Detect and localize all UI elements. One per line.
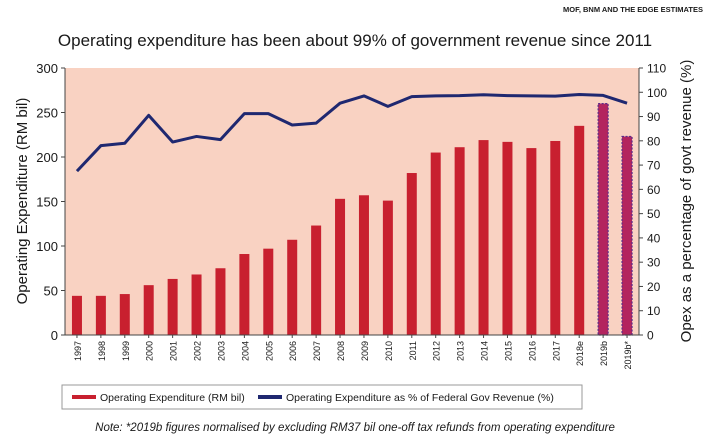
chart-title: Operating expenditure has been about 99%… — [58, 31, 652, 50]
legend-box — [61, 384, 583, 410]
x-tick-label: 2017 — [551, 341, 561, 361]
x-tick-label: 2005 — [264, 341, 274, 361]
bar-2002 — [191, 274, 202, 335]
legend-label-bar: Operating Expenditure (RM bil) — [100, 392, 245, 404]
x-tick-label: 1998 — [97, 341, 107, 361]
x-tick-label: 2004 — [240, 341, 250, 361]
bar-2007 — [311, 225, 322, 335]
bar-1997 — [71, 295, 82, 335]
x-tick-label: 2012 — [432, 341, 442, 361]
bar-2006 — [287, 239, 298, 335]
x-tick-label: 2001 — [169, 341, 179, 361]
line-opex-percent — [75, 92, 628, 173]
right-axis-ticks: 0 10 20 30 40 50 60 70 80 90 100 110 — [639, 62, 667, 343]
bar-2005 — [263, 248, 274, 335]
bar-2003 — [215, 268, 226, 335]
bar-2001 — [167, 278, 178, 335]
x-tick-label: 2000 — [145, 341, 155, 361]
right-tick-label: 10 — [647, 304, 661, 318]
bar-2017 — [550, 140, 561, 335]
x-tick-label: 2010 — [384, 341, 394, 361]
left-tick-label: 50 — [44, 284, 58, 299]
bar-2019b — [597, 102, 609, 336]
bar-2016 — [526, 148, 537, 335]
right-tick-label: 100 — [647, 86, 667, 100]
bar-2000 — [143, 285, 154, 335]
x-axis-ticks: 1997 1998 1999 2000 2001 2002 2003 2004 2005 2006… — [73, 335, 633, 370]
x-tick-label: 1997 — [73, 341, 83, 361]
left-tick-label: 150 — [36, 195, 58, 210]
bar-2011 — [406, 173, 417, 335]
source-note: MOF, BNM AND THE EDGE ESTIMATES — [563, 5, 703, 14]
bar-2009 — [358, 195, 369, 335]
left-axis-label: Operating Expenditure (RM bil) — [14, 98, 31, 305]
left-tick-label: 300 — [36, 61, 58, 76]
left-tick-label: 100 — [36, 239, 58, 254]
right-tick-label: 90 — [647, 110, 661, 124]
x-tick-label: 2019b* — [623, 341, 633, 370]
bar-2013 — [454, 147, 465, 335]
left-tick-label: 200 — [36, 150, 58, 165]
right-tick-label: 30 — [647, 256, 661, 270]
plot-area — [65, 68, 639, 335]
bar-2012 — [430, 152, 441, 335]
right-tick-label: 0 — [647, 329, 654, 343]
x-tick-label: 2013 — [456, 341, 466, 361]
x-tick-label: 2009 — [360, 341, 370, 361]
bar-1999 — [119, 294, 130, 335]
bar-2008 — [335, 198, 346, 335]
left-tick-label: 250 — [36, 106, 58, 121]
bar-2019b* — [621, 135, 633, 336]
right-tick-label: 50 — [647, 207, 661, 221]
x-tick-label: 2007 — [312, 341, 322, 361]
x-tick-label: 2018e — [575, 341, 585, 366]
bar-1998 — [95, 295, 106, 335]
x-tick-label: 2008 — [336, 341, 346, 361]
right-tick-label: 110 — [647, 62, 666, 76]
right-tick-label: 70 — [647, 159, 661, 173]
footnote: Note: *2019b figures normalised by exclu… — [95, 422, 615, 434]
x-tick-label: 2002 — [193, 341, 203, 361]
x-tick-label: 1999 — [121, 341, 131, 361]
bar-2015 — [502, 141, 513, 335]
right-axis-label: Opex as a percentage of govt revenue (%) — [678, 60, 695, 343]
x-tick-label: 2015 — [503, 341, 513, 361]
right-tick-label: 40 — [647, 231, 661, 245]
legend: Operating Expenditure (RM bil) Operating… — [61, 384, 583, 410]
right-tick-label: 60 — [647, 183, 661, 197]
x-tick-label: 2014 — [480, 341, 490, 361]
x-tick-label: 2016 — [527, 341, 537, 361]
left-axis-ticks: 0 50 100 150 200 250 300 — [36, 61, 65, 343]
x-tick-label: 2006 — [288, 341, 298, 361]
bar-2004 — [239, 254, 250, 335]
left-tick-label: 0 — [51, 328, 58, 343]
x-tick-label: 2011 — [408, 341, 418, 360]
bar-2014 — [478, 140, 489, 335]
line-series — [75, 92, 628, 173]
bar-2010 — [382, 200, 393, 335]
right-tick-label: 20 — [647, 280, 661, 294]
bar-2018e — [574, 125, 585, 335]
x-tick-label: 2019b — [599, 341, 609, 366]
legend-label-line: Operating Expenditure as % of Federal Go… — [286, 392, 554, 404]
right-tick-label: 80 — [647, 134, 661, 148]
x-tick-label: 2003 — [216, 341, 226, 361]
